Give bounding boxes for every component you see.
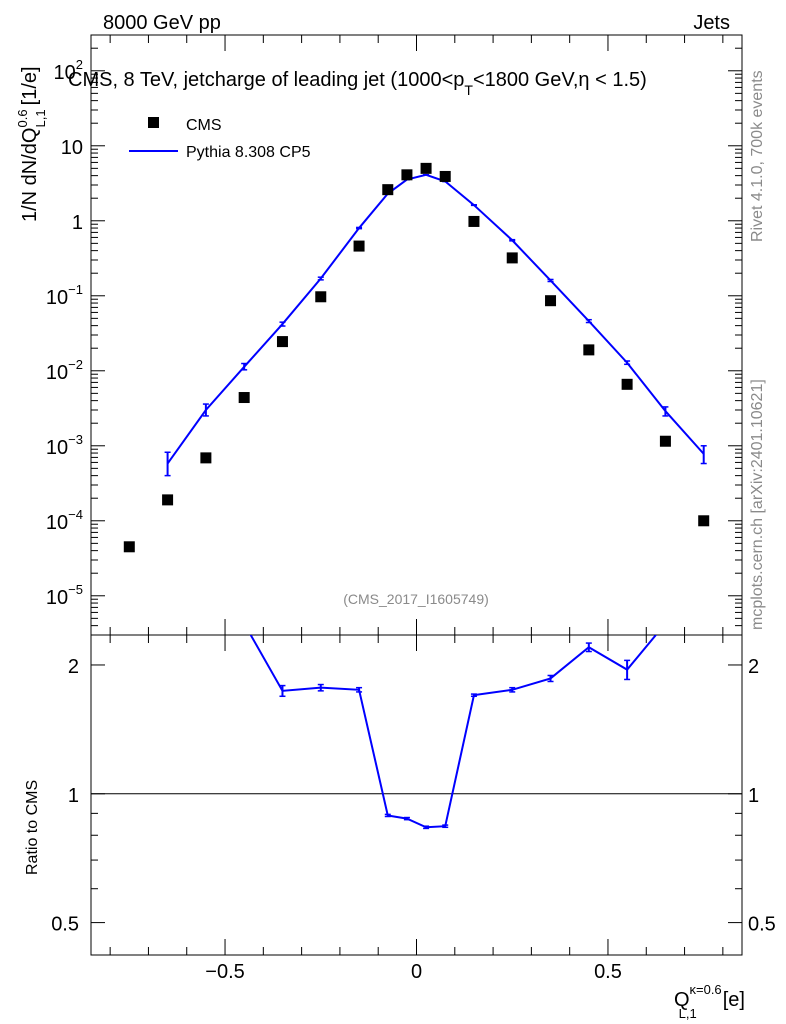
- x-axis-ticks: −0.5 0 0.5: [109, 35, 724, 983]
- x-axis-label-sup: κ=0.6: [690, 982, 722, 997]
- x-tick-label: 0: [411, 961, 422, 983]
- legend: CMS Pythia 8.308 CP5: [129, 117, 311, 161]
- ratio-axis-ticks: 0.5 0.5 1 1 2 2: [51, 656, 776, 936]
- mcplots-label: mcplots.cern.ch [arXiv:2401.10621]: [749, 379, 766, 630]
- y-axis-label-main: 1/N dN/dQ: [19, 128, 41, 222]
- ratio-tick-label-left: 1: [68, 785, 79, 807]
- ratio-tick-label-right: 2: [748, 656, 759, 678]
- cms-data-point: [468, 215, 480, 227]
- legend-cms-label: CMS: [186, 117, 222, 134]
- ratio-y-axis-label: Ratio to CMS: [24, 780, 41, 875]
- ratio-tick-label-left: 0.5: [51, 914, 79, 936]
- y-tick-label-base: 1: [72, 212, 83, 234]
- cms-data-point: [382, 184, 394, 196]
- pythia-series-line: [166, 173, 705, 465]
- cms-data-point: [162, 494, 174, 506]
- y-tick-label-exp: −4: [68, 507, 83, 522]
- cms-data-point: [315, 291, 327, 303]
- y-tick-label-base: 10: [54, 62, 76, 84]
- chart-title-sub: T: [464, 82, 473, 98]
- chart-title-tail: <1800 GeV,η < 1.5): [473, 69, 647, 91]
- y-tick-label: 1: [72, 212, 83, 234]
- y-tick-label-base: 10: [61, 137, 83, 159]
- x-axis-label: Qκ=0.6 L,1 [e]: [674, 982, 745, 1021]
- ratio-panel-frame: [90, 634, 743, 956]
- y-axis-label-unit: [1/e]: [19, 66, 41, 105]
- y-tick-label-base: 10: [46, 362, 68, 384]
- cms-data-point: [200, 452, 212, 464]
- y-axis-label: 1/N dN/dQ0.6 L,1 [1/e]: [15, 66, 48, 222]
- y-tick-label: 10: [61, 137, 83, 159]
- cms-data-point: [401, 169, 413, 181]
- legend-cms-marker: [148, 117, 159, 128]
- cms-data-point: [353, 240, 365, 252]
- cms-data-point: [698, 515, 710, 527]
- y-tick-label-exp: −1: [68, 282, 83, 297]
- cms-data-point: [506, 252, 518, 264]
- y-tick-label-base: 10: [46, 287, 68, 309]
- y-tick-label: 10−5: [46, 582, 83, 609]
- x-tick-label: 0.5: [594, 961, 622, 983]
- x-tick-label: −0.5: [205, 961, 244, 983]
- y-tick-label: 10−3: [46, 432, 83, 459]
- header-left-label: 8000 GeV pp: [103, 12, 221, 34]
- cms-data-point: [420, 162, 432, 174]
- rivet-version-label: Rivet 4.1.0, 700k events: [749, 70, 766, 242]
- cms-data-point: [439, 170, 451, 182]
- legend-pythia-label: Pythia 8.308 CP5: [186, 144, 311, 161]
- cms-data-point: [123, 541, 135, 553]
- header-right-label: Jets: [693, 12, 730, 34]
- y-tick-label: 10−1: [46, 282, 83, 309]
- y-tick-label-exp: 2: [76, 57, 83, 72]
- cms-data-point: [659, 435, 671, 447]
- y-tick-label-exp: −5: [68, 582, 83, 597]
- y-axis-label-sup: 0.6: [15, 109, 30, 127]
- y-tick-label-base: 10: [46, 587, 68, 609]
- x-axis-label-sub: L,1: [679, 1006, 697, 1021]
- ratio-series-line: [249, 635, 658, 829]
- analysis-id-label: (CMS_2017_I1605749): [343, 591, 489, 607]
- cms-data-point: [621, 378, 633, 390]
- cms-data-point: [583, 344, 595, 356]
- y-tick-label-base: 10: [46, 437, 68, 459]
- y-tick-label-base: 10: [46, 512, 68, 534]
- ratio-data-layer: [91, 635, 742, 830]
- y-axis-label-sub: L,1: [33, 109, 48, 127]
- chart-title: CMS, 8 TeV, jetcharge of leading jet (10…: [68, 69, 647, 98]
- y-tick-label: 102: [54, 57, 83, 84]
- cms-data-point: [238, 392, 250, 404]
- x-axis-label-unit: [e]: [723, 989, 745, 1011]
- y-tick-label-exp: −3: [68, 432, 83, 447]
- ratio-tick-label-right: 0.5: [748, 914, 776, 936]
- cms-data-point: [276, 336, 288, 348]
- y-tick-label: 10−4: [46, 507, 83, 534]
- cms-data-point: [545, 295, 557, 307]
- chart-title-main: CMS, 8 TeV, jetcharge of leading jet (10…: [68, 69, 464, 91]
- main-data-layer: [123, 162, 710, 553]
- y-tick-label-exp: −2: [68, 357, 83, 372]
- y-tick-label: 10−2: [46, 357, 83, 384]
- ratio-tick-label-right: 1: [748, 785, 759, 807]
- ratio-tick-label-left: 2: [68, 656, 79, 678]
- x-axis-label-main: Q: [674, 989, 690, 1011]
